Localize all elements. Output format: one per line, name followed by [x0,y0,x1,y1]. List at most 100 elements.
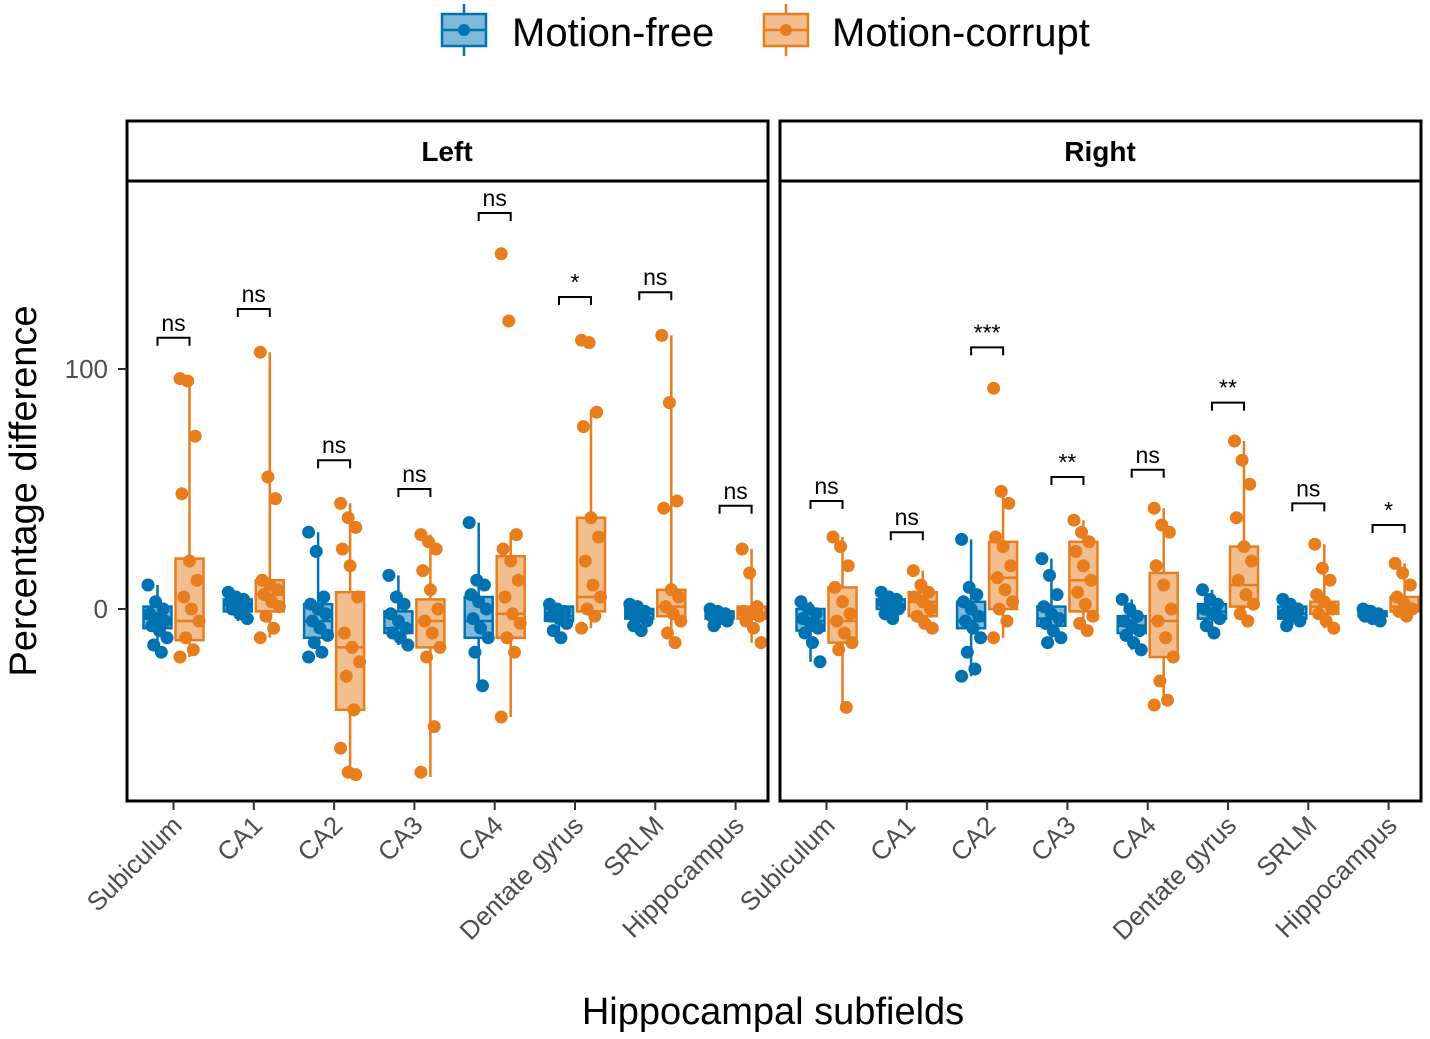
motion-corrupt-point [500,631,514,645]
motion-corrupt-point [173,650,187,664]
motion-corrupt-point [837,626,851,640]
legend-label-motion-corrupt: Motion-corrupt [832,11,1090,55]
motion-corrupt-point [186,643,200,657]
motion-corrupt-point [594,590,607,604]
motion-free-point [1196,583,1209,597]
motion-corrupt-point [1067,513,1081,527]
significance-bracket [718,504,753,514]
motion-free-point [302,525,316,539]
motion-corrupt-point [423,583,437,597]
motion-free-point [886,612,900,626]
group-left-srlm: ns [623,264,688,650]
motion-corrupt-point [1147,698,1161,712]
significance-bracket [970,346,1005,356]
motion-free-point [968,662,982,676]
motion-corrupt-point [1243,477,1257,491]
motion-corrupt-point [592,530,606,544]
motion-corrupt-point [826,530,840,544]
motion-corrupt-point [334,496,348,510]
x-tick-label-ca2: CA2 [291,810,348,867]
motion-corrupt-point [1162,525,1176,539]
motion-free-point [1052,612,1066,626]
y-tick-label-100: 100 [65,354,108,384]
motion-corrupt-point [1080,624,1094,638]
motion-corrupt-point [1241,614,1255,628]
group-left-ca3: ns [382,461,447,779]
motion-corrupt-point [349,768,363,782]
motion-corrupt-point [502,314,516,328]
significance-bracket [317,459,352,469]
motion-corrupt-point [269,492,282,506]
motion-corrupt-point [836,595,849,609]
motion-corrupt-point [190,573,204,587]
x-tick-label-ca1: CA1 [211,810,268,867]
motion-corrupt-point [1388,556,1402,570]
motion-corrupt-point [345,640,359,654]
motion-corrupt-point [668,636,682,650]
motion-corrupt-point [925,621,939,635]
motion-corrupt-point [998,583,1012,597]
motion-free-point [1134,643,1148,657]
motion-corrupt-point [990,571,1004,585]
significance-bracket [1050,476,1085,485]
motion-free-point [315,645,329,659]
significance-label: ns [1296,475,1320,501]
motion-corrupt-point [175,487,189,501]
motion-free-point [397,597,411,611]
y-axis-title: Percentage difference [3,305,45,676]
motion-free-point [1041,636,1055,650]
motion-corrupt-point [743,566,757,580]
motion-corrupt-point [336,542,349,556]
motion-free-point [160,631,174,645]
motion-free-point [809,607,823,621]
motion-free-point [811,621,825,635]
motion-free-point [321,628,335,642]
motion-corrupt-point [922,585,935,599]
motion-free-point [477,578,491,592]
motion-corrupt-point [832,643,846,657]
group-right-ca3: ** [1035,449,1100,650]
motion-corrupt-point [272,600,286,614]
motion-corrupt-point [1075,525,1088,539]
motion-free-point [1211,597,1225,611]
significance-bracket [156,336,191,346]
motion-corrupt-point [754,636,768,650]
motion-corrupt-point [1002,496,1016,510]
motion-corrupt-point [674,614,688,628]
legend-key-point [780,24,792,36]
motion-corrupt-point [1400,609,1413,623]
motion-corrupt-point [513,616,527,630]
group-right-ca4: ns [1115,442,1180,712]
motion-corrupt-point [1228,434,1241,448]
motion-corrupt-point [416,564,430,578]
motion-free-point [399,621,413,635]
motion-free-point [970,588,984,602]
motion-corrupt-point [655,328,669,342]
motion-free-point [154,645,168,659]
x-tick-label-ca4: CA4 [452,810,509,867]
motion-corrupt-point [735,542,749,556]
motion-free-point [158,614,172,628]
motion-corrupt-point [1157,578,1171,592]
significance-label: ns [643,264,667,290]
significance-label: ** [1219,375,1237,401]
motion-free-point [240,612,254,626]
motion-corrupt-point [662,396,676,410]
motion-corrupt-point [506,607,520,621]
facet-label-right: Right [1064,136,1136,167]
motion-corrupt-point [1151,614,1165,628]
significance-label: ns [322,432,346,458]
motion-corrupt-point [1149,559,1163,573]
motion-corrupt-point [511,573,525,587]
group-right-hippocampus: * [1356,497,1420,628]
x-tick-label-srlm: SRLM [597,810,669,882]
motion-corrupt-point [431,602,445,616]
motion-corrupt-point [839,700,853,714]
motion-corrupt-point [1153,674,1167,688]
significance-label: ns [723,478,747,504]
significance-bracket [1291,502,1326,512]
motion-free-point [319,607,333,621]
motion-free-point [813,655,827,669]
significance-label: ns [1136,442,1160,468]
motion-corrupt-point [504,554,518,568]
